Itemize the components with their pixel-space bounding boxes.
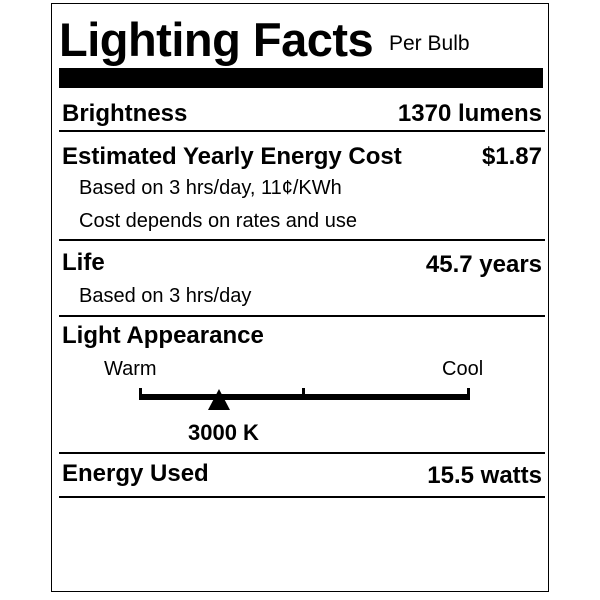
title-divider-bar bbox=[59, 68, 543, 88]
cool-label: Cool bbox=[442, 358, 484, 380]
brightness-label: Brightness bbox=[62, 100, 188, 127]
life-note: Based on 3 hrs/day bbox=[79, 285, 252, 307]
energy-used-value: 15.5 watts bbox=[427, 462, 542, 489]
scale-tick bbox=[139, 388, 142, 400]
warm-label: Warm bbox=[104, 358, 157, 380]
scale-tick bbox=[467, 388, 470, 400]
divider bbox=[59, 496, 545, 498]
divider bbox=[59, 315, 545, 317]
color-temperature-scale bbox=[140, 394, 470, 400]
divider bbox=[59, 239, 545, 241]
energy-used-label: Energy Used bbox=[62, 460, 209, 487]
life-label: Life bbox=[62, 249, 105, 276]
label-border bbox=[51, 3, 549, 592]
divider bbox=[59, 130, 545, 132]
light-appearance-label: Light Appearance bbox=[62, 322, 264, 349]
color-temperature-value: 3000 K bbox=[188, 420, 259, 445]
energy-cost-label: Estimated Yearly Energy Cost bbox=[62, 143, 402, 170]
color-temperature-marker-icon bbox=[208, 389, 231, 410]
energy-cost-note-1: Based on 3 hrs/day, 11¢/KWh bbox=[79, 177, 342, 199]
scale-tick bbox=[302, 388, 305, 400]
label-title: Lighting Facts bbox=[59, 13, 374, 66]
energy-cost-note-2: Cost depends on rates and use bbox=[79, 210, 357, 232]
divider bbox=[59, 452, 545, 454]
energy-cost-value: $1.87 bbox=[481, 143, 542, 170]
label-subtitle: Per Bulb bbox=[389, 32, 470, 55]
life-value: 45.7 years bbox=[425, 251, 542, 278]
brightness-value: 1370 lumens bbox=[397, 100, 542, 127]
